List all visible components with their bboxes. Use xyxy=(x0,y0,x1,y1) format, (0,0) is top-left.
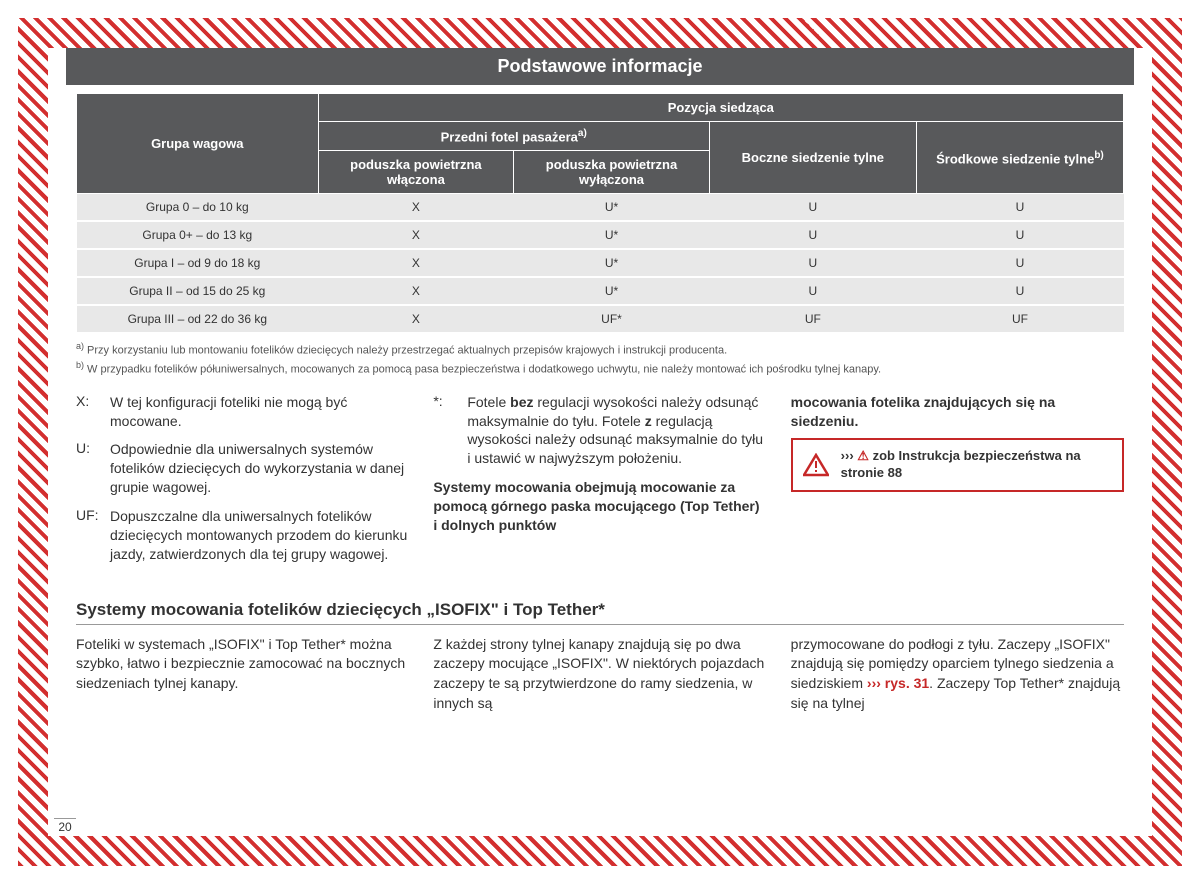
table-cell: Grupa III – od 22 do 36 kg xyxy=(77,305,319,333)
warn-chevrons: ››› xyxy=(841,448,854,463)
footnote-b: b)W przypadku fotelików półuniwersalnych… xyxy=(76,359,1124,378)
table-cell: U* xyxy=(514,221,710,249)
def-uf-text: Dopuszczalne dla uniwersalnych fotelików… xyxy=(110,507,409,564)
def-u-text: Odpowiednie dla uniwersalnych systemów f… xyxy=(110,440,409,497)
footnotes: a)Przy korzystaniu lub montowaniu foteli… xyxy=(76,340,1124,378)
table-cell: X xyxy=(318,194,514,222)
page-number: 20 xyxy=(54,818,76,834)
col3-bold: mocowania fotelika znajdujących się na s… xyxy=(791,393,1124,431)
star-pre: Fotele xyxy=(467,394,510,410)
defs-col-2: *: Fotele bez regulacji wysokości należy… xyxy=(433,393,766,574)
th-mid-rear: Środkowe siedzenie tylneb) xyxy=(916,122,1123,194)
th-front-seat: Przedni fotel pasażeraa) xyxy=(318,122,709,151)
star-bold2: z xyxy=(645,413,652,429)
table-row: Grupa I – od 9 do 18 kgXU*UU xyxy=(77,249,1124,277)
table-cell: UF xyxy=(709,305,916,333)
sup-a: a) xyxy=(578,128,587,139)
th-airbag-on: poduszka powietrzna włączona xyxy=(318,151,514,194)
def-u-key: U: xyxy=(76,440,110,497)
c3-chev: ››› xyxy=(867,675,881,691)
page-title: Podstawowe informacje xyxy=(66,48,1134,85)
table-row: Grupa II – od 15 do 25 kgXU*UU xyxy=(77,277,1124,305)
def-star-key: *: xyxy=(433,393,467,469)
defs-col-1: X: W tej konfiguracji foteliki nie mogą … xyxy=(76,393,409,574)
body-columns: Foteliki w systemach „ISOFIX" i Top Teth… xyxy=(76,635,1124,713)
def-x-text: W tej konfiguracji foteliki nie mogą być… xyxy=(110,393,409,431)
table-cell: U xyxy=(916,249,1123,277)
table-cell: U* xyxy=(514,277,710,305)
systems-bold: Systemy mocowania obejmują mocowanie za … xyxy=(433,478,766,535)
table-cell: UF* xyxy=(514,305,710,333)
section-heading: Systemy mocowania fotelików dziecięcych … xyxy=(76,600,1124,625)
table-cell: X xyxy=(318,249,514,277)
table-cell: Grupa II – od 15 do 25 kg xyxy=(77,277,319,305)
def-uf-key: UF: xyxy=(76,507,110,564)
warn-tri-glyph: ⚠ xyxy=(857,448,869,463)
table-cell: X xyxy=(318,277,514,305)
table-cell: U* xyxy=(514,194,710,222)
th-side-rear: Boczne siedzenie tylne xyxy=(709,122,916,194)
compatibility-table: Grupa wagowa Pozycja siedząca Przedni fo… xyxy=(76,93,1124,334)
th-airbag-off: poduszka powietrzna wyłączona xyxy=(514,151,710,194)
th-group: Grupa wagowa xyxy=(77,94,319,194)
fn-sup-b: b) xyxy=(76,360,84,370)
def-star: *: Fotele bez regulacji wysokości należy… xyxy=(433,393,766,469)
def-u: U: Odpowiednie dla uniwersalnych systemó… xyxy=(76,440,409,497)
table-cell: U xyxy=(916,194,1123,222)
fn-a-text: Przy korzystaniu lub montowaniu fotelikó… xyxy=(87,345,727,357)
def-x: X: W tej konfiguracji foteliki nie mogą … xyxy=(76,393,409,431)
table-row: Grupa III – od 22 do 36 kgXUF*UFUF xyxy=(77,305,1124,333)
table-cell: U xyxy=(709,249,916,277)
table-cell: UF xyxy=(916,305,1123,333)
table-cell: U xyxy=(916,221,1123,249)
sup-b: b) xyxy=(1094,150,1103,161)
warn-msg: zob Instrukcja bezpieczeństwa na stronie… xyxy=(841,448,1081,480)
fn-b-text: W przypadku fotelików półuniwersalnych, … xyxy=(87,364,881,376)
c3-link-text: rys. 31 xyxy=(881,675,929,691)
def-uf: UF: Dopuszczalne dla uniwersalnych fotel… xyxy=(76,507,409,564)
warning-text: ››› ⚠ zob Instrukcja bezpieczeństwa na s… xyxy=(841,448,1112,482)
table-cell: X xyxy=(318,221,514,249)
table-cell: U xyxy=(709,221,916,249)
fig-link[interactable]: ››› rys. 31 xyxy=(867,675,929,691)
table-cell: Grupa 0+ – do 13 kg xyxy=(77,221,319,249)
table-cell: U xyxy=(709,194,916,222)
table-cell: U* xyxy=(514,249,710,277)
defs-col-3: mocowania fotelika znajdujących się na s… xyxy=(791,393,1124,574)
table-cell: U xyxy=(709,277,916,305)
body-col-1: Foteliki w systemach „ISOFIX" i Top Teth… xyxy=(76,635,409,713)
star-bold1: bez xyxy=(510,394,533,410)
th-mid-label: Środkowe siedzenie tylne xyxy=(936,151,1094,166)
body-col-2: Z każdej strony tylnej kanapy znajdują s… xyxy=(433,635,766,713)
hatched-border: Podstawowe informacje Grupa wagowa Pozyc… xyxy=(18,18,1182,866)
page-content: Podstawowe informacje Grupa wagowa Pozyc… xyxy=(48,48,1152,836)
th-position: Pozycja siedząca xyxy=(318,94,1123,122)
def-star-text: Fotele bez regulacji wysokości należy od… xyxy=(467,393,766,469)
table-cell: U xyxy=(916,277,1123,305)
definitions-row: X: W tej konfiguracji foteliki nie mogą … xyxy=(76,393,1124,574)
table-cell: Grupa I – od 9 do 18 kg xyxy=(77,249,319,277)
th-front-label: Przedni fotel pasażera xyxy=(441,129,578,144)
table-row: Grupa 0+ – do 13 kgXU*UU xyxy=(77,221,1124,249)
warning-box: ››› ⚠ zob Instrukcja bezpieczeństwa na s… xyxy=(791,438,1124,492)
table-row: Grupa 0 – do 10 kgXU*UU xyxy=(77,194,1124,222)
warning-triangle-icon xyxy=(803,453,829,477)
def-x-key: X: xyxy=(76,393,110,431)
table-cell: Grupa 0 – do 10 kg xyxy=(77,194,319,222)
fn-sup-a: a) xyxy=(76,341,84,351)
table-cell: X xyxy=(318,305,514,333)
body-col-3: przymocowane do podłogi z tyłu. Zaczepy … xyxy=(791,635,1124,713)
footnote-a: a)Przy korzystaniu lub montowaniu foteli… xyxy=(76,340,1124,359)
